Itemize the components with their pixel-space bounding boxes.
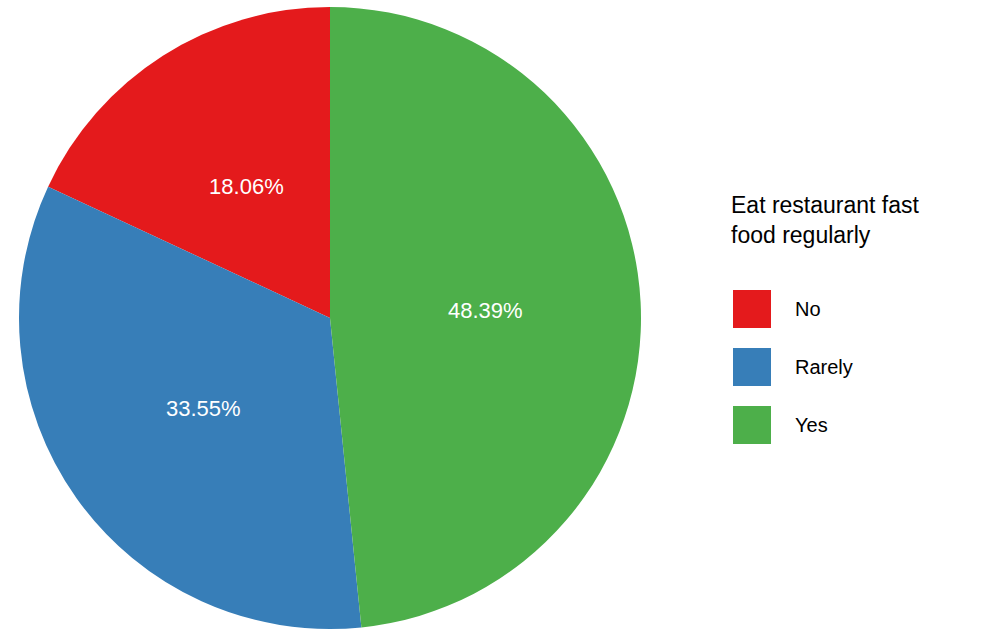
legend-label: No (795, 298, 821, 320)
legend-key (733, 348, 771, 386)
slice (19, 187, 361, 629)
data-label: 18.06% (209, 174, 284, 199)
legend-key (733, 290, 771, 328)
chart: 18.06% 33.55% 48.39% Eat restaurant fastfoo… (0, 0, 986, 641)
data-labels: 18.06% 33.55% 48.39% (166, 174, 523, 420)
data-label: 48.39% (448, 298, 523, 323)
legend-key (733, 406, 771, 444)
legend: Eat restaurant fastfood regularly No Rarel… (731, 192, 920, 444)
slice (330, 7, 641, 627)
slices (19, 7, 641, 629)
legend-label: Rarely (795, 356, 853, 378)
data-label: 33.55% (166, 396, 241, 421)
legend-label: Yes (795, 414, 828, 436)
legend-title: Eat restaurant fastfood regularly (731, 192, 920, 248)
